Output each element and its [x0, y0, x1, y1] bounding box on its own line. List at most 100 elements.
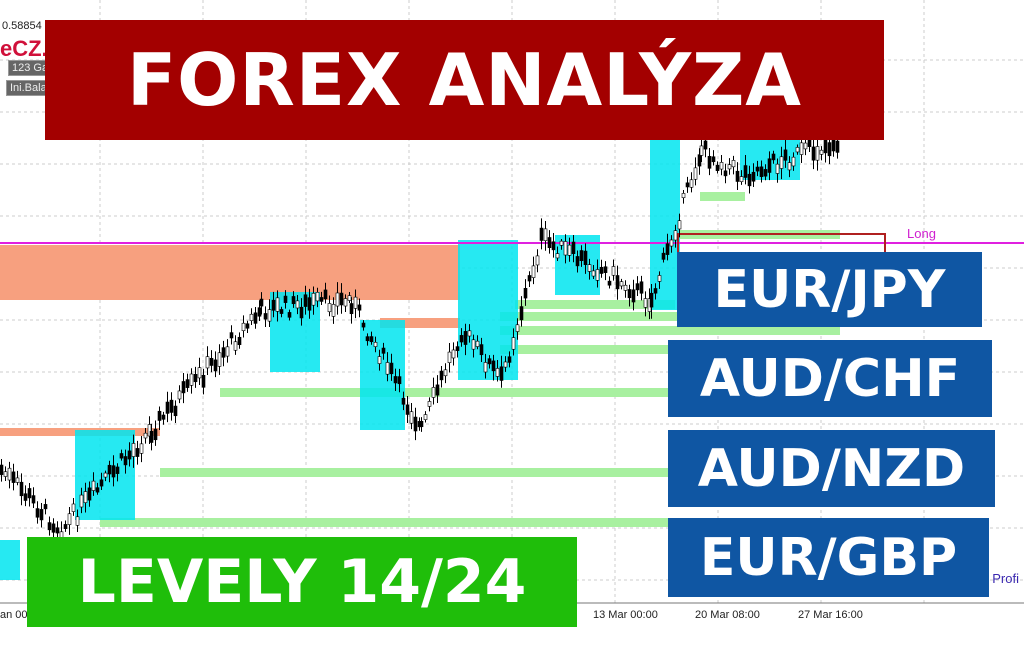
candle-body — [377, 356, 382, 364]
candle-body — [357, 304, 362, 311]
candle-body — [291, 296, 296, 305]
demand-zone — [700, 192, 745, 201]
candle-body — [595, 269, 600, 281]
candle-body — [339, 292, 344, 306]
pair-aud-nzd: AUD/NZD — [668, 430, 995, 507]
candle-body — [615, 275, 620, 290]
candle-body — [257, 307, 262, 317]
candle-body — [405, 404, 410, 415]
candle-body — [201, 374, 206, 388]
candle-body — [213, 359, 218, 372]
pair-aud-chf: AUD/CHF — [668, 340, 992, 417]
candle-body — [511, 337, 516, 350]
candle-body — [139, 443, 144, 454]
candle-body — [287, 312, 292, 318]
candle-body — [319, 297, 324, 302]
candle-body — [331, 304, 336, 317]
candle-body — [619, 281, 624, 287]
candle-body — [373, 342, 378, 347]
candle-body — [747, 173, 752, 187]
candle-body — [369, 336, 374, 343]
candle-body — [349, 303, 354, 315]
candle-body — [401, 397, 406, 405]
candle-body — [249, 313, 254, 321]
candle-body — [599, 266, 604, 274]
candle-body — [209, 357, 214, 366]
candle-body — [727, 164, 732, 170]
candle-body — [365, 336, 370, 342]
candle-body — [623, 284, 628, 291]
candle-body — [15, 477, 20, 483]
candle-body — [539, 227, 544, 241]
candle-body — [67, 513, 72, 525]
candle-body — [185, 379, 190, 388]
candle-body — [245, 323, 250, 329]
candle-body — [455, 346, 460, 351]
candle-body — [107, 464, 112, 475]
candle-body — [193, 373, 198, 383]
candle-body — [315, 292, 320, 302]
candle-body — [631, 289, 636, 303]
x-tick: an 00 — [0, 609, 28, 621]
candle-body — [551, 241, 556, 251]
candle-body — [389, 362, 394, 375]
candle-body — [181, 381, 186, 394]
candle-body — [7, 467, 12, 481]
candle-body — [677, 220, 682, 230]
candle-body — [823, 139, 828, 154]
candle-body — [627, 289, 632, 299]
candle-body — [743, 165, 748, 178]
candle-body — [19, 481, 24, 497]
candle-body — [611, 266, 616, 276]
candle-body — [275, 297, 280, 312]
candle-body — [643, 298, 648, 308]
candle-body — [711, 156, 716, 163]
candle-body — [419, 420, 424, 428]
candle-body — [385, 362, 390, 375]
candle-body — [241, 322, 246, 332]
candle-body — [221, 347, 226, 358]
candle-body — [55, 527, 60, 534]
pair-eur-jpy: EUR/JPY — [677, 252, 982, 327]
candle-body — [583, 250, 588, 265]
candle-body — [177, 390, 182, 400]
candle-body — [779, 156, 784, 169]
candle-body — [39, 509, 44, 521]
candle-body — [127, 450, 132, 460]
candle-body — [427, 401, 432, 407]
candle-body — [571, 241, 576, 254]
candle-body — [547, 237, 552, 249]
candle-body — [803, 142, 808, 150]
candle-body — [811, 146, 816, 161]
candle-body — [755, 166, 760, 172]
candle-body — [791, 156, 796, 167]
candle-body — [451, 349, 456, 359]
candle-body — [723, 170, 728, 177]
candle-body — [173, 405, 178, 417]
candle-body — [131, 443, 136, 457]
candle-body — [75, 516, 80, 526]
candle-body — [475, 340, 480, 347]
candle-body — [459, 335, 464, 343]
candle-body — [423, 414, 428, 420]
candle-body — [731, 160, 736, 168]
candle-body — [767, 158, 772, 173]
candle-body — [263, 313, 268, 320]
candle-body — [169, 399, 174, 413]
candle-body — [815, 146, 820, 161]
candle-body — [229, 332, 234, 339]
candle-body — [751, 171, 756, 182]
candle-body — [787, 162, 792, 171]
candle-body — [307, 297, 312, 311]
candle-body — [103, 472, 108, 478]
candle-body — [23, 493, 28, 501]
candle-body — [819, 149, 824, 155]
supply-zone — [0, 245, 460, 300]
demand-zone — [500, 326, 840, 335]
candle-body — [267, 309, 272, 322]
candle-body — [35, 508, 40, 518]
volume-profile — [0, 540, 20, 580]
candle-body — [587, 264, 592, 272]
levels-banner: LEVELY 14/24 — [27, 537, 577, 627]
